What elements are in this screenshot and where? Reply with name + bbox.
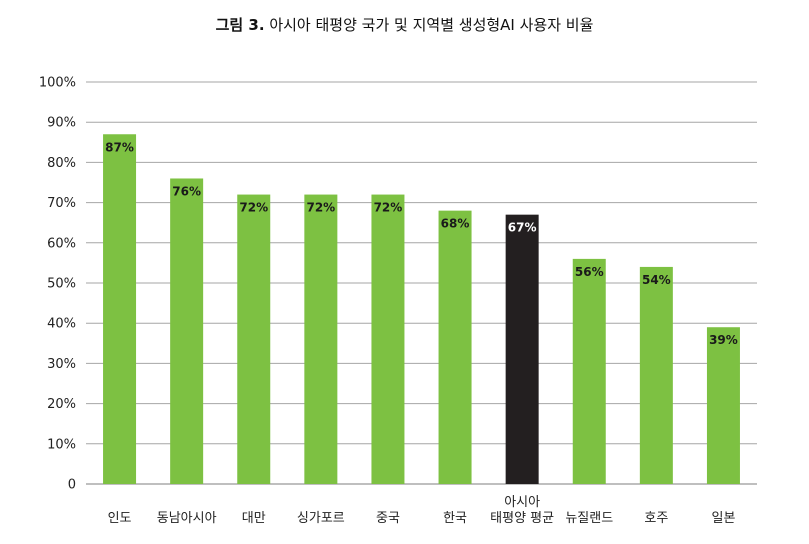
data-label: 87% (105, 140, 134, 154)
y-tick-label: 20% (47, 397, 76, 412)
y-tick-label: 0 (68, 478, 76, 493)
y-tick-label: 50% (47, 277, 76, 292)
data-label: 72% (306, 201, 335, 215)
data-label: 67% (508, 221, 537, 235)
data-label: 54% (642, 273, 671, 287)
y-tick-label: 80% (47, 156, 76, 171)
data-label: 72% (374, 201, 403, 215)
category-label: 인도 (108, 511, 132, 526)
category-label: 태평양 평균 (490, 511, 554, 526)
bar (572, 258, 606, 484)
chart-title-text: 아시아 태평양 국가 및 지역별 생성형AI 사용자 비율 (269, 16, 594, 34)
category-label: 동남아시아 (157, 511, 217, 526)
bar (505, 214, 539, 484)
category-label: 한국 (443, 511, 467, 526)
bar (103, 134, 137, 484)
chart-title-label: 그림 3. (215, 16, 265, 34)
bar (304, 194, 338, 484)
category-label: 중국 (376, 511, 400, 526)
y-tick-label: 30% (47, 357, 76, 372)
data-label: 39% (709, 333, 738, 347)
bar (371, 194, 405, 484)
chart-title: 그림 3. 아시아 태평양 국가 및 지역별 생성형AI 사용자 비율 (0, 14, 809, 35)
category-label: 일본 (711, 511, 735, 526)
data-label: 76% (172, 184, 201, 198)
y-tick-label: 60% (47, 236, 76, 251)
y-tick-label: 100% (39, 76, 76, 91)
bar (170, 178, 204, 485)
data-label: 68% (441, 217, 470, 231)
y-tick-label: 40% (47, 317, 76, 332)
y-tick-label: 70% (47, 196, 76, 211)
category-label: 아시아 (504, 495, 540, 510)
data-label: 56% (575, 265, 604, 279)
bar (639, 266, 673, 484)
bar (237, 194, 271, 484)
bar (438, 210, 472, 484)
category-label: 뉴질랜드 (565, 511, 613, 526)
category-label: 호주 (644, 511, 668, 526)
category-label: 싱가포르 (297, 511, 345, 526)
y-tick-label: 10% (47, 437, 76, 452)
y-tick-label: 90% (47, 116, 76, 131)
data-label: 72% (239, 201, 268, 215)
bar (706, 327, 740, 484)
category-label: 대만 (242, 511, 266, 526)
